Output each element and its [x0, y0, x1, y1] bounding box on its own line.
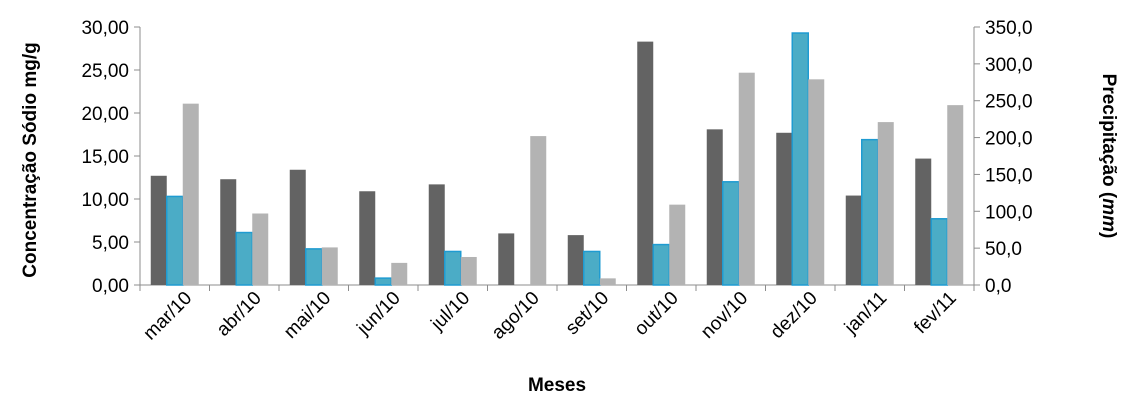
- y2-tick-label: 200,0: [985, 129, 1033, 150]
- y2-axis-title-suffix: ): [1098, 232, 1119, 238]
- bar-2: [305, 248, 323, 286]
- x-axis-title: Meses: [528, 375, 586, 396]
- bar-2: [930, 218, 948, 286]
- bar-3: [321, 247, 338, 285]
- y2-axis-title-unit: mm: [1098, 198, 1119, 232]
- bar-3: [808, 79, 825, 285]
- y2-tick-label: 0,0: [985, 276, 1011, 297]
- bar-3: [530, 136, 547, 285]
- y-tick-label: 5,00: [92, 233, 129, 254]
- bars: [150, 32, 964, 286]
- bar-1: [428, 184, 445, 285]
- bar-3: [252, 213, 269, 285]
- bar-1: [845, 195, 862, 285]
- bar-3: [738, 72, 755, 286]
- ticks: [134, 26, 980, 291]
- bar-1: [706, 129, 723, 285]
- bar-2: [722, 181, 740, 286]
- bar-3: [599, 278, 616, 285]
- bar-3: [877, 122, 894, 285]
- bar-2: [652, 243, 670, 286]
- y2-tick-label: 100,0: [985, 202, 1033, 223]
- bar-3: [460, 256, 477, 285]
- bar-1: [220, 179, 237, 285]
- x-tick-label: jan/11: [840, 288, 891, 339]
- x-tick-label: dez/10: [767, 288, 822, 343]
- bar-1: [289, 169, 306, 285]
- y-axis-title: Concentração Sódio mg/g: [20, 42, 41, 277]
- y2-tick-label: 150,0: [985, 165, 1033, 186]
- bar-2: [791, 32, 809, 286]
- x-tick-label: mai/10: [280, 288, 335, 343]
- x-tick-label: fev/11: [910, 288, 960, 338]
- bar-3: [182, 103, 199, 285]
- x-tick-label: out/10: [631, 288, 683, 340]
- bar-1: [359, 191, 376, 285]
- bar-3: [391, 262, 408, 285]
- y2-tick-label: 50,0: [985, 239, 1022, 260]
- x-tick-label: ago/10: [488, 288, 544, 344]
- x-tick-label: set/10: [562, 288, 613, 339]
- x-tick-label: jun/10: [353, 288, 405, 340]
- y2-tick-label: 250,0: [985, 92, 1033, 113]
- x-tick-label: nov/10: [697, 288, 752, 343]
- y-tick-label: 10,00: [81, 190, 129, 211]
- bar-3: [947, 105, 964, 285]
- y2-axis-title-prefix: Precipitação (: [1098, 74, 1119, 199]
- bar-2: [166, 195, 184, 286]
- bar-2: [235, 231, 253, 286]
- y-tick-label: 0,00: [92, 276, 129, 297]
- bar-1: [637, 41, 654, 286]
- bar-2: [374, 277, 392, 286]
- y-tick-label: 30,00: [81, 18, 129, 39]
- bar-1: [915, 158, 932, 285]
- bar-2: [861, 138, 879, 286]
- y2-tick-label: 300,0: [985, 55, 1033, 76]
- bar-1: [498, 233, 515, 285]
- y-tick-label: 25,00: [81, 61, 129, 82]
- bar-3: [669, 204, 686, 285]
- bar-2: [583, 250, 601, 286]
- y2-axis-title: Precipitação (mm): [1098, 74, 1119, 239]
- x-tick-label: mar/10: [140, 288, 197, 345]
- bar-1: [150, 175, 167, 285]
- x-tick-label: abr/10: [213, 288, 266, 341]
- bar-2: [444, 250, 462, 286]
- y2-tick-label: 350,0: [985, 18, 1033, 39]
- x-tick-label: jul/10: [427, 288, 475, 336]
- y-tick-label: 15,00: [81, 147, 129, 168]
- y-tick-label: 20,00: [81, 104, 129, 125]
- bar-1: [776, 132, 793, 285]
- bar-1: [567, 235, 584, 285]
